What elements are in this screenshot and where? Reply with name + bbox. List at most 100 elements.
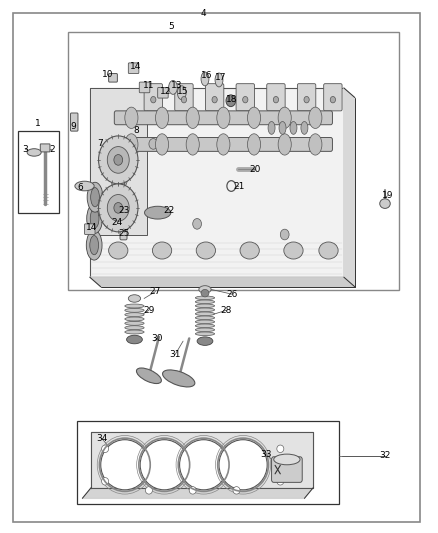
Polygon shape xyxy=(90,277,355,287)
Ellipse shape xyxy=(186,107,199,128)
Text: 32: 32 xyxy=(380,451,391,460)
Text: 30: 30 xyxy=(151,334,162,343)
Ellipse shape xyxy=(243,96,248,103)
Ellipse shape xyxy=(273,96,279,103)
Ellipse shape xyxy=(226,95,236,107)
Ellipse shape xyxy=(195,332,215,336)
Text: 29: 29 xyxy=(143,306,155,314)
Text: 20: 20 xyxy=(249,165,261,174)
Text: 4: 4 xyxy=(201,9,206,18)
Ellipse shape xyxy=(102,445,109,453)
Text: 16: 16 xyxy=(201,71,212,80)
Ellipse shape xyxy=(284,242,303,259)
Ellipse shape xyxy=(181,96,187,103)
Ellipse shape xyxy=(125,134,138,155)
Ellipse shape xyxy=(145,487,152,494)
Text: 34: 34 xyxy=(96,434,107,442)
FancyBboxPatch shape xyxy=(144,84,162,111)
Text: 15: 15 xyxy=(177,87,189,96)
FancyBboxPatch shape xyxy=(71,113,78,131)
Ellipse shape xyxy=(195,320,215,324)
Ellipse shape xyxy=(75,181,94,191)
Text: 18: 18 xyxy=(226,95,238,104)
Text: 33: 33 xyxy=(261,450,272,458)
Ellipse shape xyxy=(330,96,336,103)
Ellipse shape xyxy=(118,176,127,187)
Text: 26: 26 xyxy=(226,290,238,298)
Ellipse shape xyxy=(217,134,230,155)
Ellipse shape xyxy=(195,316,215,320)
FancyBboxPatch shape xyxy=(90,88,344,277)
FancyBboxPatch shape xyxy=(139,82,150,93)
Ellipse shape xyxy=(193,219,201,229)
Ellipse shape xyxy=(109,242,128,259)
Ellipse shape xyxy=(304,96,309,103)
Ellipse shape xyxy=(189,487,196,494)
Ellipse shape xyxy=(104,219,131,229)
Text: 19: 19 xyxy=(382,191,393,200)
FancyBboxPatch shape xyxy=(297,84,316,111)
Ellipse shape xyxy=(309,107,322,128)
Text: 14: 14 xyxy=(86,223,98,232)
Ellipse shape xyxy=(247,107,261,128)
Ellipse shape xyxy=(268,122,275,134)
Ellipse shape xyxy=(155,134,169,155)
Text: 11: 11 xyxy=(143,81,155,90)
FancyBboxPatch shape xyxy=(205,84,224,111)
Ellipse shape xyxy=(145,206,171,219)
Ellipse shape xyxy=(195,308,215,312)
Text: 9: 9 xyxy=(71,123,77,131)
Ellipse shape xyxy=(125,107,138,128)
FancyBboxPatch shape xyxy=(120,223,127,240)
Ellipse shape xyxy=(125,321,144,325)
Text: 2: 2 xyxy=(49,145,54,154)
Ellipse shape xyxy=(86,230,102,260)
Ellipse shape xyxy=(137,368,161,384)
Text: 21: 21 xyxy=(233,182,244,191)
Bar xyxy=(77,421,339,504)
Ellipse shape xyxy=(240,242,259,259)
Ellipse shape xyxy=(99,184,138,232)
Text: 10: 10 xyxy=(102,70,113,79)
FancyBboxPatch shape xyxy=(90,88,147,235)
Ellipse shape xyxy=(149,139,158,149)
Ellipse shape xyxy=(155,107,169,128)
Ellipse shape xyxy=(114,155,123,165)
Text: 13: 13 xyxy=(171,81,182,90)
FancyBboxPatch shape xyxy=(114,111,332,125)
Ellipse shape xyxy=(195,312,215,316)
Ellipse shape xyxy=(279,122,286,134)
Ellipse shape xyxy=(380,199,390,208)
Text: 23: 23 xyxy=(118,206,130,215)
Ellipse shape xyxy=(277,445,284,453)
Text: 22: 22 xyxy=(163,206,174,215)
Ellipse shape xyxy=(201,72,209,86)
Ellipse shape xyxy=(212,96,217,103)
Ellipse shape xyxy=(152,242,172,259)
Text: 25: 25 xyxy=(118,229,130,238)
FancyBboxPatch shape xyxy=(40,144,50,152)
Ellipse shape xyxy=(87,182,103,212)
Ellipse shape xyxy=(177,86,186,100)
FancyBboxPatch shape xyxy=(114,138,332,151)
Ellipse shape xyxy=(169,80,177,94)
Ellipse shape xyxy=(186,134,199,155)
Ellipse shape xyxy=(99,136,138,184)
Text: 12: 12 xyxy=(160,87,171,96)
FancyBboxPatch shape xyxy=(175,84,193,111)
Ellipse shape xyxy=(101,440,149,490)
FancyBboxPatch shape xyxy=(109,74,117,82)
Ellipse shape xyxy=(280,229,289,240)
Text: 6: 6 xyxy=(77,183,83,192)
Polygon shape xyxy=(82,488,313,498)
Ellipse shape xyxy=(195,300,215,304)
Ellipse shape xyxy=(195,296,215,300)
Ellipse shape xyxy=(309,134,322,155)
Ellipse shape xyxy=(196,242,215,259)
FancyBboxPatch shape xyxy=(128,63,139,74)
FancyBboxPatch shape xyxy=(267,84,285,111)
Ellipse shape xyxy=(217,107,230,128)
Ellipse shape xyxy=(301,122,308,134)
FancyBboxPatch shape xyxy=(158,87,168,98)
Ellipse shape xyxy=(199,286,211,293)
